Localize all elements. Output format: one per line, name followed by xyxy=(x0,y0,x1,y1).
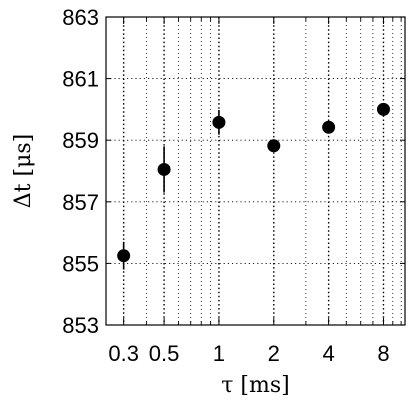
x-axis-label: τ [ms] xyxy=(221,373,289,398)
data-point xyxy=(267,139,281,153)
data-point xyxy=(157,162,171,176)
axis-ticks xyxy=(106,16,405,326)
data-point xyxy=(212,115,226,129)
data-point xyxy=(376,102,390,116)
y-tick-label: 859 xyxy=(62,128,99,153)
data-point xyxy=(117,249,131,263)
y-tick-label: 863 xyxy=(62,5,99,30)
x-tick-label: 4 xyxy=(323,341,335,366)
y-tick-label: 861 xyxy=(62,67,99,92)
x-tick-label: 0.3 xyxy=(108,341,139,366)
x-tick-label: 2 xyxy=(268,341,280,366)
grid-lines xyxy=(106,17,405,325)
tick-labels: 853 855 857 859 861 863 0.3 0.5 1 2 4 8 xyxy=(62,5,389,366)
data-point xyxy=(322,120,336,134)
y-axis-label: Δt [μs] xyxy=(11,134,36,208)
data-points xyxy=(117,102,390,270)
x-tick-label: 0.5 xyxy=(149,341,180,366)
plot-frame xyxy=(105,16,406,326)
y-tick-label: 857 xyxy=(62,190,99,215)
x-tick-label: 1 xyxy=(213,341,225,366)
x-tick-label: 8 xyxy=(377,341,389,366)
y-tick-label: 853 xyxy=(62,313,99,338)
y-tick-label: 855 xyxy=(62,251,99,276)
